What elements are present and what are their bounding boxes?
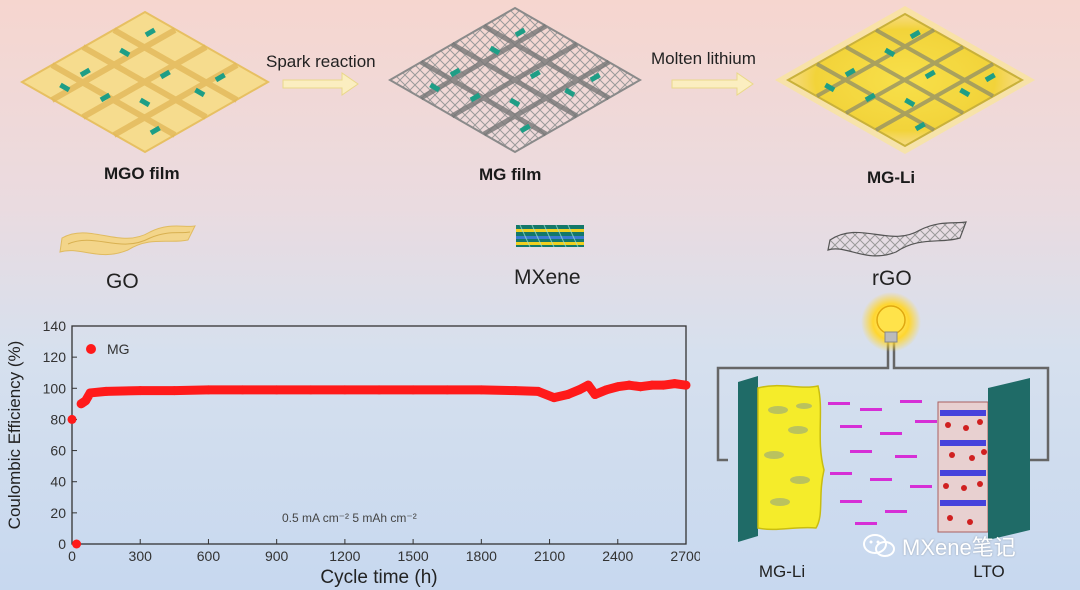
battery-schematic: MG-Li LTO	[716, 292, 1050, 581]
data-point	[574, 385, 584, 395]
go-label: GO	[106, 270, 139, 293]
x-tick-label: 1800	[466, 548, 497, 564]
y-tick-label: 60	[50, 443, 66, 459]
data-point	[670, 379, 680, 389]
data-point	[613, 382, 623, 392]
x-axis-label: Cycle time (h)	[320, 567, 437, 588]
data-point	[238, 385, 248, 395]
process-schematic	[19, 6, 1035, 257]
data-point	[169, 386, 179, 396]
molten-lithium-arrow	[671, 72, 754, 96]
mg-li-film-diagram	[775, 6, 1035, 154]
mxene-label: MXene	[514, 266, 581, 289]
mg-li-label: MG-Li	[867, 168, 916, 187]
spark-reaction-label: Spark reaction	[266, 52, 376, 71]
data-point	[476, 385, 486, 395]
data-point	[590, 390, 600, 400]
lto-cathode	[937, 401, 989, 533]
data-point	[374, 385, 384, 395]
rgo-sheet-icon	[827, 221, 967, 257]
mg-film-diagram	[387, 6, 643, 154]
y-tick-label: 20	[50, 505, 66, 521]
mg-film-label: MG film	[479, 165, 542, 184]
lto-electrode-label: LTO	[973, 562, 1005, 581]
molten-lithium-label: Molten lithium	[651, 49, 756, 68]
data-point	[549, 393, 559, 403]
watermark: MXene笔记	[862, 530, 1016, 562]
mg-li-electrode-label: MG-Li	[759, 562, 805, 581]
data-point	[636, 382, 646, 392]
x-tick-label: 900	[265, 548, 289, 564]
coulombic-efficiency-chart: 0 300 600 900 1200 1500 1800 2100 2400 2700 0 20 40…	[5, 318, 700, 588]
x-tick-label: 1500	[398, 548, 429, 564]
data-point	[510, 386, 520, 396]
x-tick-label: 300	[129, 548, 153, 564]
mgo-film-diagram	[19, 10, 271, 154]
data-point	[272, 385, 282, 395]
legend-marker	[86, 344, 96, 354]
legend-label-mg: MG	[107, 341, 130, 357]
light-bulb-icon	[861, 292, 921, 352]
go-sheet-icon	[59, 225, 196, 256]
data-point	[624, 380, 634, 390]
rgo-label: rGO	[872, 267, 912, 290]
data-point	[658, 380, 668, 390]
mg-li-anode	[757, 384, 825, 531]
data-point	[203, 385, 213, 395]
wechat-icon	[863, 534, 895, 557]
data-point	[601, 385, 611, 395]
plot-frame	[71, 325, 687, 545]
y-tick-label: 0	[58, 536, 66, 552]
data-point	[533, 386, 543, 396]
circuit-wire-left	[716, 342, 890, 462]
data-point	[135, 386, 145, 396]
x-tick-label: 2700	[670, 548, 700, 564]
lithium-ions	[828, 400, 937, 525]
data-point	[647, 380, 657, 390]
data-point	[81, 396, 91, 406]
watermark-text: MXene笔记	[902, 535, 1016, 560]
mgo-film-label: MGO film	[104, 164, 180, 183]
x-tick-label: 1200	[329, 548, 360, 564]
y-tick-label: 80	[50, 411, 66, 427]
y-tick-label: 120	[43, 349, 67, 365]
data-point	[101, 386, 111, 396]
chart-annotation: 0.5 mA cm⁻² 5 mAh cm⁻²	[282, 511, 417, 525]
data-point	[306, 385, 316, 395]
data-point	[563, 390, 573, 400]
x-tick-label: 2100	[534, 548, 565, 564]
x-tick-label: 0	[68, 548, 76, 564]
circuit-wire-right	[892, 342, 1050, 462]
data-point	[442, 385, 452, 395]
data-point	[681, 380, 691, 390]
y-axis-label: Coulombic Efficiency (%)	[5, 341, 24, 530]
data-point	[67, 414, 77, 424]
y-tick-label: 40	[50, 474, 66, 490]
data-point	[340, 385, 350, 395]
x-tick-label: 600	[197, 548, 221, 564]
anode-collector	[738, 376, 758, 542]
mxene-stack-icon	[516, 224, 584, 248]
x-tick-label: 2400	[602, 548, 633, 564]
spark-arrow	[282, 72, 359, 96]
cathode-collector	[988, 378, 1030, 540]
data-point	[85, 388, 95, 398]
y-tick-label: 140	[43, 318, 67, 334]
data-point	[408, 385, 418, 395]
data-point	[583, 380, 593, 390]
y-tick-label: 100	[43, 380, 67, 396]
data-point	[72, 539, 82, 549]
